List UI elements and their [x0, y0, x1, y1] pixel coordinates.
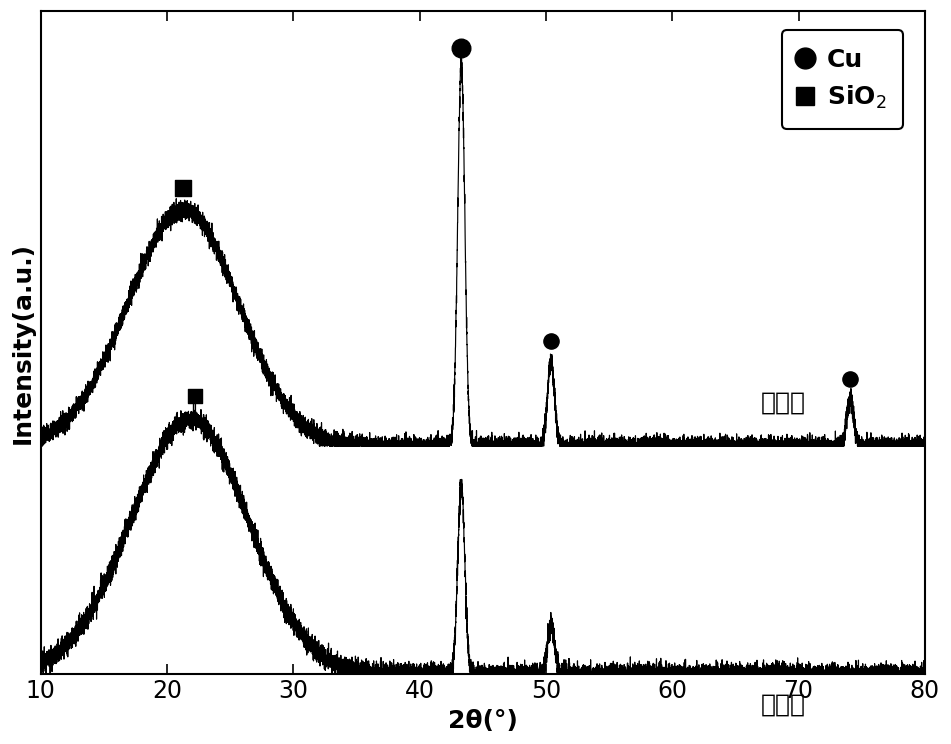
- Point: [176, 182, 191, 193]
- X-axis label: 2θ(°): 2θ(°): [448, 709, 517, 733]
- Point: [843, 373, 858, 385]
- Point: [454, 42, 469, 54]
- Point: [187, 390, 203, 402]
- Text: 反应前: 反应前: [761, 692, 805, 716]
- Legend: Cu, SiO$_2$: Cu, SiO$_2$: [782, 31, 903, 129]
- Point: [543, 335, 558, 347]
- Text: 反应后: 反应后: [761, 391, 805, 414]
- Y-axis label: Intensity(a.u.): Intensity(a.u.): [11, 242, 35, 443]
